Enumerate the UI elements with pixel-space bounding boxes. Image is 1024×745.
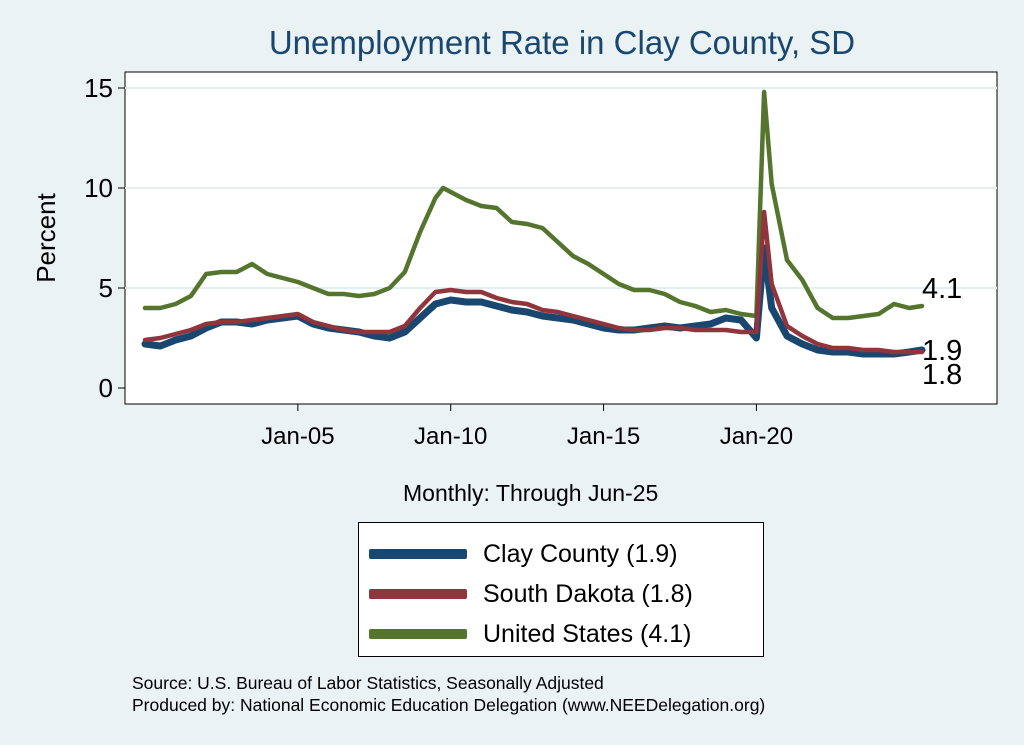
legend-swatch-united-states [369, 629, 467, 639]
xtick-label-Jan-20: Jan-20 [720, 423, 793, 450]
legend-item-united-states: United States (4.1) [369, 614, 691, 654]
legend-label-united-states: United States (4.1) [483, 619, 692, 648]
legend-item-south-dakota: South Dakota (1.8) [369, 574, 693, 614]
xtick-label-Jan-10: Jan-10 [414, 423, 487, 450]
end-labels: 1.91.8 4.1 [922, 273, 962, 391]
end-label-series-2: 4.1 [922, 273, 962, 305]
legend-label-clay-county: Clay County (1.9) [483, 539, 678, 568]
ytick-label-5: 5 [99, 273, 113, 303]
ytick-label-0: 0 [99, 373, 113, 403]
series-line-2 [142, 89, 925, 321]
source-line: Source: U.S. Bureau of Labor Statistics,… [132, 673, 604, 693]
series-lines [141, 89, 926, 358]
legend-label-south-dakota: South Dakota (1.8) [483, 579, 693, 608]
legend-swatch-clay-county [369, 549, 467, 559]
series-line-1 [142, 209, 925, 355]
ytick-label-10: 10 [84, 173, 113, 203]
end-label-series-1: 1.8 [922, 359, 962, 391]
legend-swatch-south-dakota [369, 589, 467, 599]
xtick-label-Jan-15: Jan-15 [567, 423, 640, 450]
chart-plot-area: 0 5 10 15 Jan-05 Jan-10 Jan-15 Jan-20 1.91.8 4.1… [31, 71, 998, 450]
end-label-series-0: 1.9 [922, 335, 962, 367]
legend-item-clay-county: Clay County (1.9) [369, 534, 678, 574]
y-axis-label: Percent [31, 192, 61, 282]
x-axis-label: Monthly: Through Jun-25 [403, 480, 659, 506]
axes: 0 5 10 15 Jan-05 Jan-10 Jan-15 Jan-20 [84, 73, 793, 450]
grid-lines [125, 87, 997, 289]
chart-title: Unemployment Rate in Clay County, SD [268, 24, 856, 61]
legend: Clay County (1.9) South Dakota (1.8) Uni… [358, 522, 764, 657]
produced-by-line: Produced by: National Economic Education… [132, 695, 766, 715]
xtick-label-Jan-05: Jan-05 [261, 423, 334, 450]
source-note: Source: U.S. Bureau of Labor Statistics,… [132, 672, 765, 716]
ytick-label-15: 15 [84, 73, 113, 103]
